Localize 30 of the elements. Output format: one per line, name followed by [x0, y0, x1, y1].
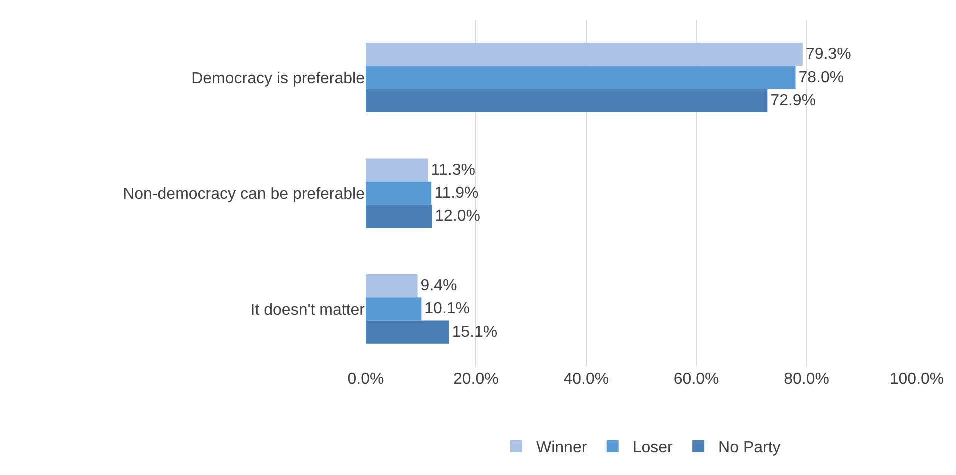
x-tick-label: 100.0%	[890, 371, 944, 388]
y-tick-label: Non-democracy can be preferable	[123, 186, 366, 204]
bar	[366, 158, 428, 182]
data-label: 11.9%	[434, 185, 479, 202]
data-label: 79.3%	[806, 46, 852, 64]
x-tick-label: 20.0%	[454, 371, 499, 388]
bar	[366, 274, 418, 298]
x-tick-label: 40.0%	[564, 371, 610, 388]
data-label: 9.4%	[420, 278, 458, 295]
data-label: 10.1%	[424, 300, 470, 318]
bar	[366, 320, 450, 344]
bar	[366, 298, 422, 321]
data-label: 12.0%	[435, 208, 480, 226]
x-tick-label: 80.0%	[784, 371, 830, 388]
data-label: 72.9%	[770, 92, 816, 110]
x-tick-label: 0.0%	[348, 371, 384, 388]
data-label: 11.3%	[431, 162, 476, 179]
x-tick-label: 60.0%	[674, 371, 720, 388]
bar	[366, 182, 432, 206]
bar	[366, 205, 432, 228]
y-tick-label: It doesn't matter	[250, 302, 366, 319]
y-tick-label: Democracy is preferable	[192, 70, 366, 88]
data-label: 15.1%	[452, 324, 498, 341]
data-label: 78.0%	[798, 69, 844, 86]
legend-label: No Party	[718, 440, 781, 457]
legend-label: Winner	[536, 440, 588, 457]
bar	[366, 89, 768, 113]
bar	[366, 43, 803, 66]
bar	[366, 66, 796, 90]
legend-label: Loser	[632, 440, 674, 457]
